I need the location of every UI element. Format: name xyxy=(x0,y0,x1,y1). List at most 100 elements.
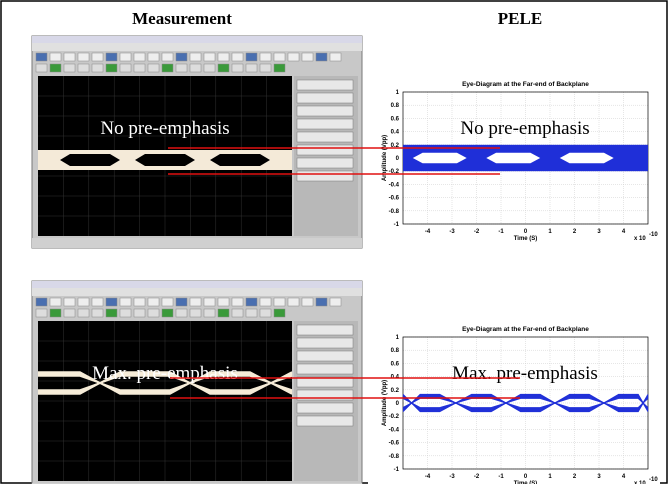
scope-toolbar-button xyxy=(231,308,244,318)
y-tick-label: 0.2 xyxy=(391,388,400,394)
scope-toolbar-button xyxy=(315,297,328,307)
y-tick-label: -1 xyxy=(394,467,400,473)
scope-toolbar-button xyxy=(189,52,202,62)
plot-title: Eye-Diagram at the Far-end of Backplane xyxy=(462,81,589,88)
scope-toolbar-button xyxy=(147,308,160,318)
x-tick-label: 3 xyxy=(597,229,601,235)
x-tick-label: 4 xyxy=(622,229,626,235)
scope-eye-trace xyxy=(38,375,293,391)
eye-trace xyxy=(402,395,649,411)
scope-toolbar-button xyxy=(273,63,286,73)
scope-menubar xyxy=(32,43,362,51)
scope-toolbar-button xyxy=(175,52,188,62)
scope-toolbar-button xyxy=(301,52,314,62)
scope-statusbar xyxy=(32,238,362,248)
scope-toolbar-button xyxy=(189,297,202,307)
scope-toolbar-button xyxy=(175,308,188,318)
scope-toolbar-button xyxy=(217,63,230,73)
x-tick-label: 3 xyxy=(597,474,601,480)
scope-toolbar-button xyxy=(77,308,90,318)
scope-toolbar-button xyxy=(91,297,104,307)
scope-toolbar-button xyxy=(301,297,314,307)
scope-toolbar-button xyxy=(105,63,118,73)
scope-toolbar-button xyxy=(35,308,48,318)
scope-toolbar-button xyxy=(287,52,300,62)
y-tick-label: -0.8 xyxy=(389,209,400,215)
scope-toolbar-button xyxy=(133,63,146,73)
scope-toolbar-button xyxy=(91,308,104,318)
scope-eye-opening xyxy=(60,154,120,166)
scope-toolbar-button xyxy=(133,297,146,307)
scope-toolbar-button xyxy=(63,308,76,318)
y-tick-label: 0.6 xyxy=(391,361,400,367)
scope-toolbar-button xyxy=(77,297,90,307)
x-tick-label: -4 xyxy=(425,474,431,480)
scope-eye-trace xyxy=(38,373,293,393)
scope-toolbar-button xyxy=(49,297,62,307)
scope-toolbar-button xyxy=(329,52,342,62)
scope-toolbar-button xyxy=(119,52,132,62)
scope-toolbar-button xyxy=(175,63,188,73)
scope-eye-opening xyxy=(210,154,270,166)
scope-eye-trace xyxy=(38,373,293,393)
scope-toolbar-button xyxy=(203,308,216,318)
scope-toolbar-button xyxy=(245,308,258,318)
scope-toolbar-button xyxy=(63,297,76,307)
scope-toolbar-button xyxy=(105,308,118,318)
scope-eye-trace xyxy=(38,375,293,391)
plot-label: No pre-emphasis xyxy=(460,118,589,139)
scope-toolbar-button xyxy=(77,52,90,62)
header-pele: PELE xyxy=(498,9,542,28)
scope-label: Max. pre-emphasis xyxy=(92,363,238,384)
scope-toolbar-button xyxy=(189,308,202,318)
scope-toolbar-button xyxy=(259,52,272,62)
scope-toolbar-button xyxy=(161,297,174,307)
x-tick-label: 1 xyxy=(548,474,552,480)
eye-trace xyxy=(402,393,649,413)
plot-label: Max. pre-emphasis xyxy=(452,363,598,384)
scope-toolbar-button xyxy=(259,308,272,318)
y-tick-label: -0.2 xyxy=(389,414,400,420)
scope-toolbar-button xyxy=(91,52,104,62)
scope-side-button xyxy=(296,363,354,375)
scope-toolbar-button xyxy=(63,63,76,73)
scope-toolbar-button xyxy=(217,308,230,318)
eye-trace xyxy=(402,394,649,412)
x-exponent: x 10 xyxy=(634,481,646,484)
y-tick-label: -1 xyxy=(394,222,400,228)
y-tick-label: 1 xyxy=(396,90,400,96)
scope-toolbar-button xyxy=(49,63,62,73)
scope-toolbar-button xyxy=(133,52,146,62)
scope-side-button xyxy=(296,118,354,130)
scope-side-button xyxy=(296,415,354,427)
x-axis-label: Time (S) xyxy=(514,481,538,484)
scope-toolbar-button xyxy=(77,63,90,73)
scope-toolbar-button xyxy=(259,63,272,73)
x-tick-label: -4 xyxy=(425,229,431,235)
x-exponent-power: -10 xyxy=(649,232,658,238)
eye-trace xyxy=(402,393,649,413)
y-tick-label: -0.4 xyxy=(389,427,400,433)
scope-toolbar-button xyxy=(119,297,132,307)
scope-toolbar-button xyxy=(49,52,62,62)
y-tick-label: -0.4 xyxy=(389,182,400,188)
y-tick-label: 0.8 xyxy=(391,103,400,109)
y-tick-label: -0.6 xyxy=(389,196,400,202)
x-tick-label: 4 xyxy=(622,474,626,480)
scope-titlebar xyxy=(32,36,362,43)
scope-side-button xyxy=(296,376,354,388)
x-exponent: x 10 xyxy=(634,236,646,242)
scope-toolbar-button xyxy=(49,308,62,318)
scope-toolbar-button xyxy=(231,52,244,62)
scope-toolbar-button xyxy=(147,63,160,73)
y-axis-label: Amplitude (Vpp) xyxy=(382,380,388,426)
scope-toolbar-button xyxy=(273,308,286,318)
scope-toolbar-button xyxy=(231,63,244,73)
scope-toolbar-button xyxy=(245,297,258,307)
scope-toolbar-button xyxy=(217,297,230,307)
scope-eye-trace xyxy=(38,372,293,394)
scope-toolbar-button xyxy=(203,52,216,62)
scope-toolbar-button xyxy=(329,297,342,307)
scope-side-button xyxy=(296,157,354,169)
